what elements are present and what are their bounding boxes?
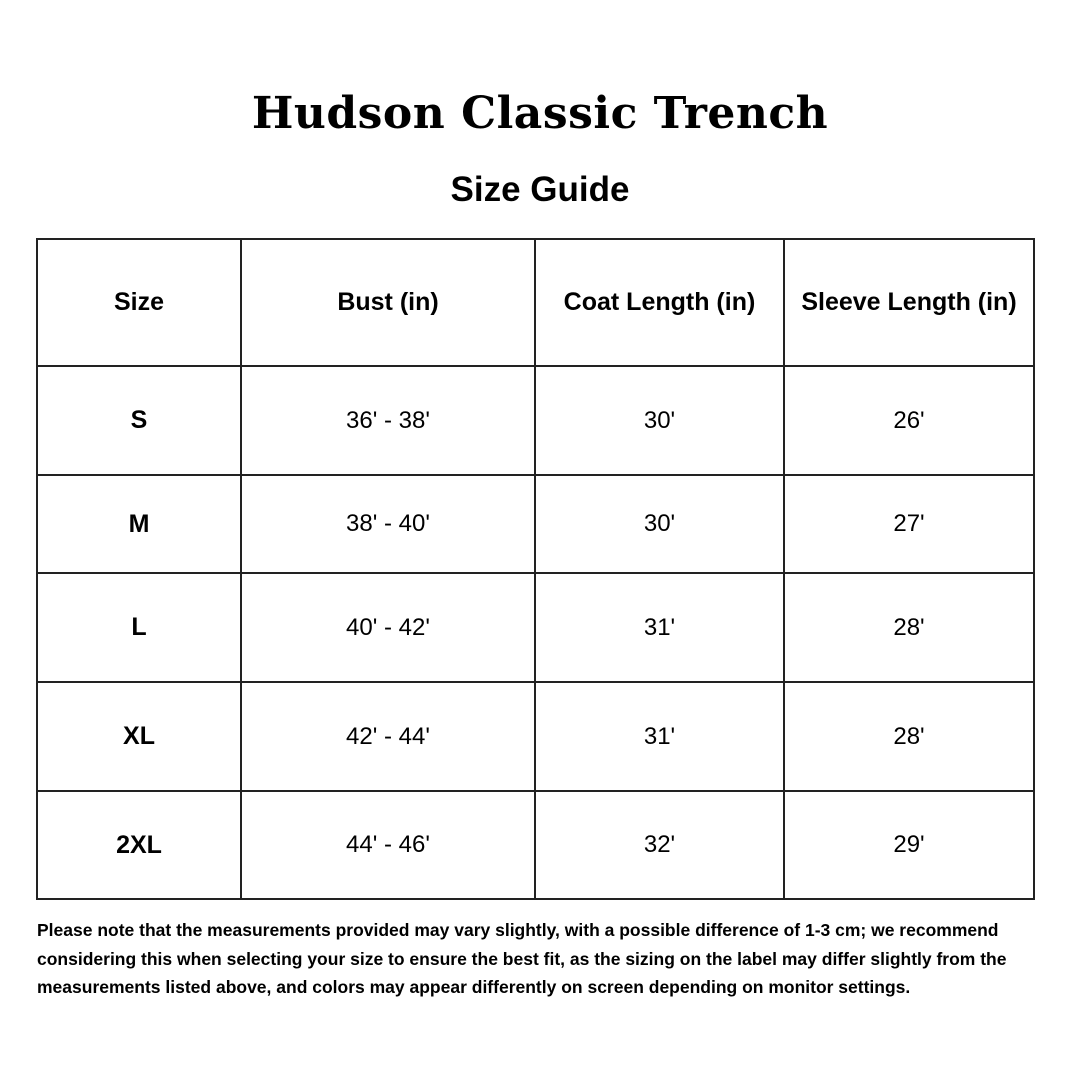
cell-size: S	[36, 365, 242, 476]
table-header-row: Size Bust (in) Coat Length (in) Sleeve L…	[36, 238, 1035, 367]
table-row: M 38' - 40' 30' 27'	[36, 474, 1035, 574]
cell-coat-length: 30'	[534, 474, 785, 574]
cell-bust: 36' - 38'	[240, 365, 536, 476]
cell-sleeve-length: 28'	[783, 681, 1035, 792]
cell-sleeve-length: 28'	[783, 572, 1035, 683]
header-sleeve-length: Sleeve Length (in)	[783, 238, 1035, 367]
table-row: XL 42' - 44' 31' 28'	[36, 681, 1035, 792]
cell-size: 2XL	[36, 790, 242, 900]
cell-bust: 42' - 44'	[240, 681, 536, 792]
cell-bust: 44' - 46'	[240, 790, 536, 900]
size-table: Size Bust (in) Coat Length (in) Sleeve L…	[36, 238, 1035, 900]
cell-coat-length: 31'	[534, 572, 785, 683]
cell-size: XL	[36, 681, 242, 792]
cell-size: L	[36, 572, 242, 683]
cell-bust: 38' - 40'	[240, 474, 536, 574]
cell-sleeve-length: 26'	[783, 365, 1035, 476]
table-row: L 40' - 42' 31' 28'	[36, 572, 1035, 683]
page-subtitle: Size Guide	[450, 170, 630, 209]
measurement-note: Please note that the measurements provid…	[37, 920, 1007, 997]
product-title: Hudson Classic Trench	[251, 88, 829, 139]
cell-coat-length: 30'	[534, 365, 785, 476]
table-row: 2XL 44' - 46' 32' 29'	[36, 790, 1035, 900]
cell-sleeve-length: 29'	[783, 790, 1035, 900]
cell-coat-length: 31'	[534, 681, 785, 792]
table-row: S 36' - 38' 30' 26'	[36, 365, 1035, 476]
cell-size: M	[36, 474, 242, 574]
cell-coat-length: 32'	[534, 790, 785, 900]
header-bust: Bust (in)	[240, 238, 536, 367]
header-size: Size	[36, 238, 242, 367]
header-coat-length: Coat Length (in)	[534, 238, 785, 367]
cell-bust: 40' - 42'	[240, 572, 536, 683]
cell-sleeve-length: 27'	[783, 474, 1035, 574]
